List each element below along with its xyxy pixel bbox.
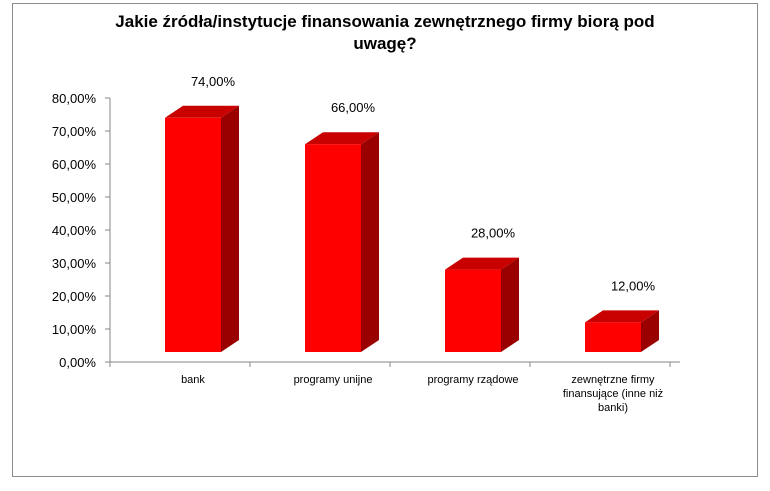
- y-tick-label: 50,00%: [52, 190, 97, 205]
- category-label: programy unijne: [294, 374, 373, 386]
- bar: [585, 322, 641, 352]
- y-tick-label: 60,00%: [52, 157, 97, 172]
- chart-frame: [12, 3, 758, 477]
- data-label: 66,00%: [331, 100, 376, 115]
- category-label: banki): [598, 402, 628, 414]
- chart-title-line-1: Jakie źródła/instytucje finansowania zew…: [115, 12, 655, 31]
- bar-side: [221, 105, 239, 352]
- category-label: bank: [181, 374, 205, 386]
- bar-side: [501, 257, 519, 352]
- data-label: 74,00%: [191, 74, 236, 89]
- bar-top: [305, 132, 379, 145]
- bar: [305, 144, 361, 352]
- bar-top: [165, 105, 239, 118]
- bar: [165, 117, 221, 352]
- bar-side: [361, 132, 379, 352]
- bar-top: [585, 310, 659, 323]
- chart-title: Jakie źródła/instytucje finansowania zew…: [0, 11, 770, 55]
- bar: [445, 269, 501, 352]
- y-tick-label: 70,00%: [52, 124, 97, 139]
- data-label: 12,00%: [611, 278, 656, 293]
- category-label: programy rządowe: [427, 374, 518, 386]
- y-tick-label: 0,00%: [59, 355, 96, 370]
- y-tick-label: 80,00%: [52, 91, 97, 106]
- y-tick-label: 30,00%: [52, 256, 97, 271]
- category-label: finansujące (inne niż: [563, 388, 663, 400]
- y-tick-label: 10,00%: [52, 322, 97, 337]
- y-tick-label: 20,00%: [52, 289, 97, 304]
- data-label: 28,00%: [471, 226, 516, 241]
- y-tick-label: 40,00%: [52, 223, 97, 238]
- chart-title-line-2: uwagę?: [353, 34, 417, 53]
- bar-side: [641, 310, 659, 352]
- bar-top: [445, 257, 519, 270]
- category-label: zewnętrzne firmy: [571, 374, 655, 386]
